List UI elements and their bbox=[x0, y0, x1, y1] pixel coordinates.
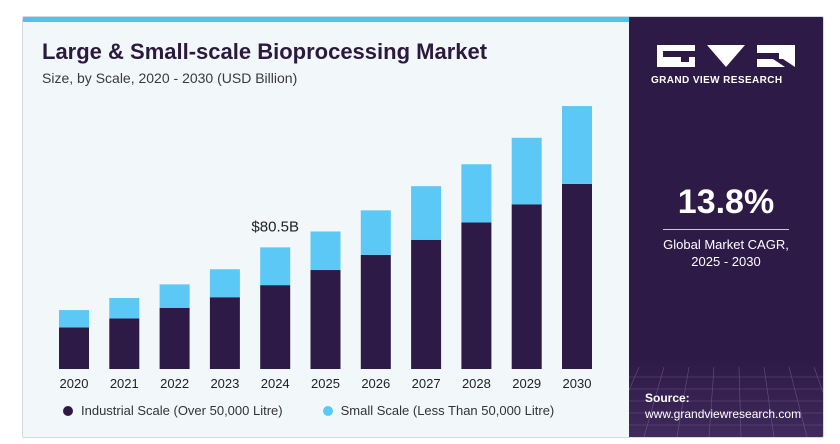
bar-industrial-2026 bbox=[360, 254, 391, 369]
cagr-label-line1: Global Market CAGR, bbox=[663, 237, 789, 252]
cagr-divider bbox=[663, 229, 789, 230]
source-link[interactable]: www.grandviewresearch.com bbox=[645, 407, 802, 421]
gvr-logo-icon bbox=[657, 45, 795, 67]
bar-small-2027 bbox=[411, 186, 442, 240]
bar-small-2026 bbox=[360, 210, 391, 255]
bar-industrial-2028 bbox=[461, 222, 492, 369]
x-tick-label-2024: 2024 bbox=[261, 376, 290, 391]
bar-industrial-2021 bbox=[109, 318, 140, 369]
x-tick-label-2020: 2020 bbox=[60, 376, 89, 391]
legend-item-small: Small Scale (Less Than 50,000 Litre) bbox=[322, 403, 555, 418]
x-tick-label-2026: 2026 bbox=[361, 376, 390, 391]
cagr-label-line2: 2025 - 2030 bbox=[691, 254, 761, 269]
bar-small-2023 bbox=[209, 269, 240, 298]
logo-wordmark: GRAND VIEW RESEARCH bbox=[651, 75, 783, 86]
bar-industrial-2023 bbox=[209, 297, 240, 369]
chart-title: Large & Small-scale Bioprocessing Market bbox=[42, 39, 488, 64]
legend-label-small: Small Scale (Less Than 50,000 Litre) bbox=[340, 403, 555, 418]
chart-legend: Industrial Scale (Over 50,000 Litre) Sma… bbox=[63, 403, 554, 418]
grand-view-research-logo: GRAND VIEW RESEARCH bbox=[651, 41, 801, 97]
decorative-grid bbox=[629, 357, 823, 437]
x-tick-label-2023: 2023 bbox=[210, 376, 239, 391]
bar-small-2021 bbox=[109, 297, 140, 319]
x-tick-label-2022: 2022 bbox=[160, 376, 189, 391]
bar-industrial-2024 bbox=[260, 285, 291, 369]
source-label: Source: bbox=[645, 391, 690, 405]
bar-industrial-2025 bbox=[310, 270, 341, 369]
x-tick-label-2025: 2025 bbox=[311, 376, 340, 391]
x-tick-label-2021: 2021 bbox=[110, 376, 139, 391]
bar-small-2028 bbox=[461, 164, 492, 223]
bar-chart: 2020 2021 2022 2023 2024 2025 2026 2027 2028 2029… bbox=[59, 106, 592, 391]
bar-small-2022 bbox=[159, 284, 190, 308]
legend-item-industrial: Industrial Scale (Over 50,000 Litre) bbox=[63, 403, 283, 418]
bar-small-2030 bbox=[562, 106, 592, 184]
data-label-2024: $80.5B bbox=[251, 218, 299, 235]
cagr-label: Global Market CAGR, 2025 - 2030 bbox=[629, 236, 823, 270]
bar-industrial-2022 bbox=[159, 307, 190, 369]
bar-industrial-2020 bbox=[59, 327, 89, 369]
cagr-value: 13.8% bbox=[677, 183, 775, 221]
x-tick-label-2029: 2029 bbox=[512, 376, 541, 391]
bar-small-2029 bbox=[511, 137, 542, 205]
bar-industrial-2030 bbox=[562, 183, 592, 369]
bar-small-2020 bbox=[59, 310, 89, 328]
info-panel: GRAND VIEW RESEARCH 13.8% Global Market … bbox=[629, 17, 823, 437]
bar-small-2024 bbox=[260, 247, 291, 286]
x-tick-label-2027: 2027 bbox=[412, 376, 441, 391]
chart-subtitle: Size, by Scale, 2020 - 2030 (USD Billion… bbox=[42, 70, 298, 86]
chart-card: Large & Small-scale Bioprocessing Market… bbox=[22, 16, 824, 438]
accent-strip bbox=[23, 17, 629, 22]
legend-swatch-small bbox=[322, 405, 333, 416]
legend-swatch-industrial bbox=[63, 405, 73, 416]
x-tick-label-2030: 2030 bbox=[563, 376, 592, 391]
bar-industrial-2029 bbox=[511, 204, 542, 369]
bar-industrial-2027 bbox=[411, 239, 442, 369]
legend-label-industrial: Industrial Scale (Over 50,000 Litre) bbox=[81, 403, 283, 418]
bar-small-2025 bbox=[310, 231, 341, 271]
x-tick-label-2028: 2028 bbox=[462, 376, 491, 391]
